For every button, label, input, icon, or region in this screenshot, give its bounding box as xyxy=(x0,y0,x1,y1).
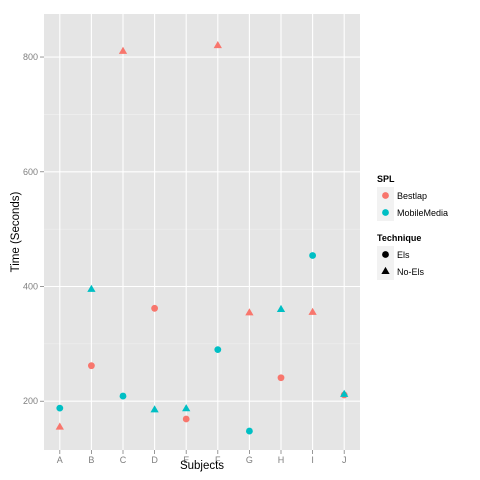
legend-swatch xyxy=(382,251,389,258)
legend-label: Bestlap xyxy=(397,191,427,201)
grid-major xyxy=(44,14,360,450)
y-tick-label: 200 xyxy=(23,396,38,406)
y-axis-title: Time (Seconds) xyxy=(10,191,22,272)
data-point-c-no-els xyxy=(118,46,128,54)
legend-swatch xyxy=(382,192,389,199)
x-tick-label: H xyxy=(278,455,285,465)
data-point-i-els xyxy=(309,252,316,259)
x-tick-label: A xyxy=(57,455,63,465)
y-tick-label: 600 xyxy=(23,167,38,177)
data-point-c-els xyxy=(119,392,127,400)
x-axis: A B C D E F G H I J xyxy=(57,450,347,465)
legend-title: Technique xyxy=(377,233,421,243)
x-axis-title: Subjects xyxy=(180,460,224,472)
data-point-b-no-els xyxy=(87,284,96,292)
data-point-e-els xyxy=(182,415,190,423)
x-tick-label: C xyxy=(120,455,127,465)
data-point-d-no-els xyxy=(150,405,159,413)
data-point-b-els xyxy=(88,362,95,370)
plot-panel xyxy=(44,14,360,450)
x-tick-label: B xyxy=(88,455,94,465)
x-tick-label: E xyxy=(183,455,189,465)
x-tick-label: F xyxy=(215,455,221,465)
legend-label: No-Els xyxy=(397,267,425,277)
legend-swatch xyxy=(382,209,389,216)
y-tick-label: 400 xyxy=(23,282,38,292)
data-point-d-els xyxy=(151,304,159,312)
data-point-j-no-els xyxy=(340,389,349,397)
data-point-a-no-els xyxy=(55,422,64,430)
x-tick-label: I xyxy=(311,455,314,465)
data-point-h-els xyxy=(277,374,285,382)
data-point-i-no-els xyxy=(308,307,317,315)
x-tick-label: G xyxy=(246,455,253,465)
legend-title: SPL xyxy=(377,174,395,184)
legend-label: MobileMedia xyxy=(397,208,448,218)
data-point-g-no-els xyxy=(245,308,254,316)
y-tick-label: 800 xyxy=(23,52,38,62)
data-point-f-no-els xyxy=(213,40,222,49)
data-point-g-els xyxy=(246,427,253,435)
data-points xyxy=(55,40,349,435)
data-point-h-no-els xyxy=(276,304,286,312)
grid-minor xyxy=(44,114,360,345)
x-tick-label: D xyxy=(151,455,158,465)
data-point-e-no-els xyxy=(182,404,191,412)
data-point-a-els xyxy=(56,404,64,412)
data-point-f-els xyxy=(214,346,222,354)
x-tick-label: J xyxy=(342,455,347,465)
legend-label: Els xyxy=(397,250,410,260)
legend-swatch xyxy=(381,266,390,275)
y-axis: 200 400 600 800 xyxy=(23,52,44,406)
